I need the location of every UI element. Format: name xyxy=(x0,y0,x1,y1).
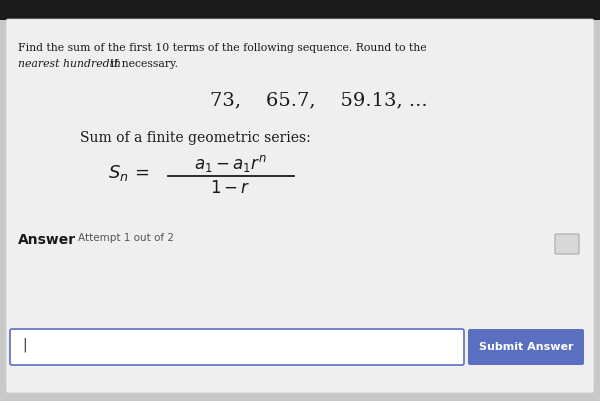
FancyBboxPatch shape xyxy=(468,329,584,365)
Text: $a_1 - a_1r^n$: $a_1 - a_1r^n$ xyxy=(194,152,266,174)
Text: Attempt 1 out of 2: Attempt 1 out of 2 xyxy=(78,233,174,243)
Text: Find the sum of the first 10 terms of the following sequence. Round to the: Find the sum of the first 10 terms of th… xyxy=(18,43,427,53)
Text: Answer: Answer xyxy=(18,233,76,247)
Text: if necessary.: if necessary. xyxy=(107,59,178,69)
FancyBboxPatch shape xyxy=(10,329,464,365)
FancyBboxPatch shape xyxy=(6,19,594,393)
FancyBboxPatch shape xyxy=(555,234,579,254)
Bar xyxy=(0,0,600,20)
Text: Submit Answer: Submit Answer xyxy=(479,342,573,352)
Text: $1 - r$: $1 - r$ xyxy=(209,179,250,197)
Text: $S_n\,=$: $S_n\,=$ xyxy=(108,163,149,183)
Text: 73,    65.7,    59.13, ...: 73, 65.7, 59.13, ... xyxy=(210,91,428,109)
Text: Sum of a finite geometric series:: Sum of a finite geometric series: xyxy=(80,131,311,145)
Text: |: | xyxy=(22,338,26,352)
Text: nearest hundredth: nearest hundredth xyxy=(18,59,121,69)
